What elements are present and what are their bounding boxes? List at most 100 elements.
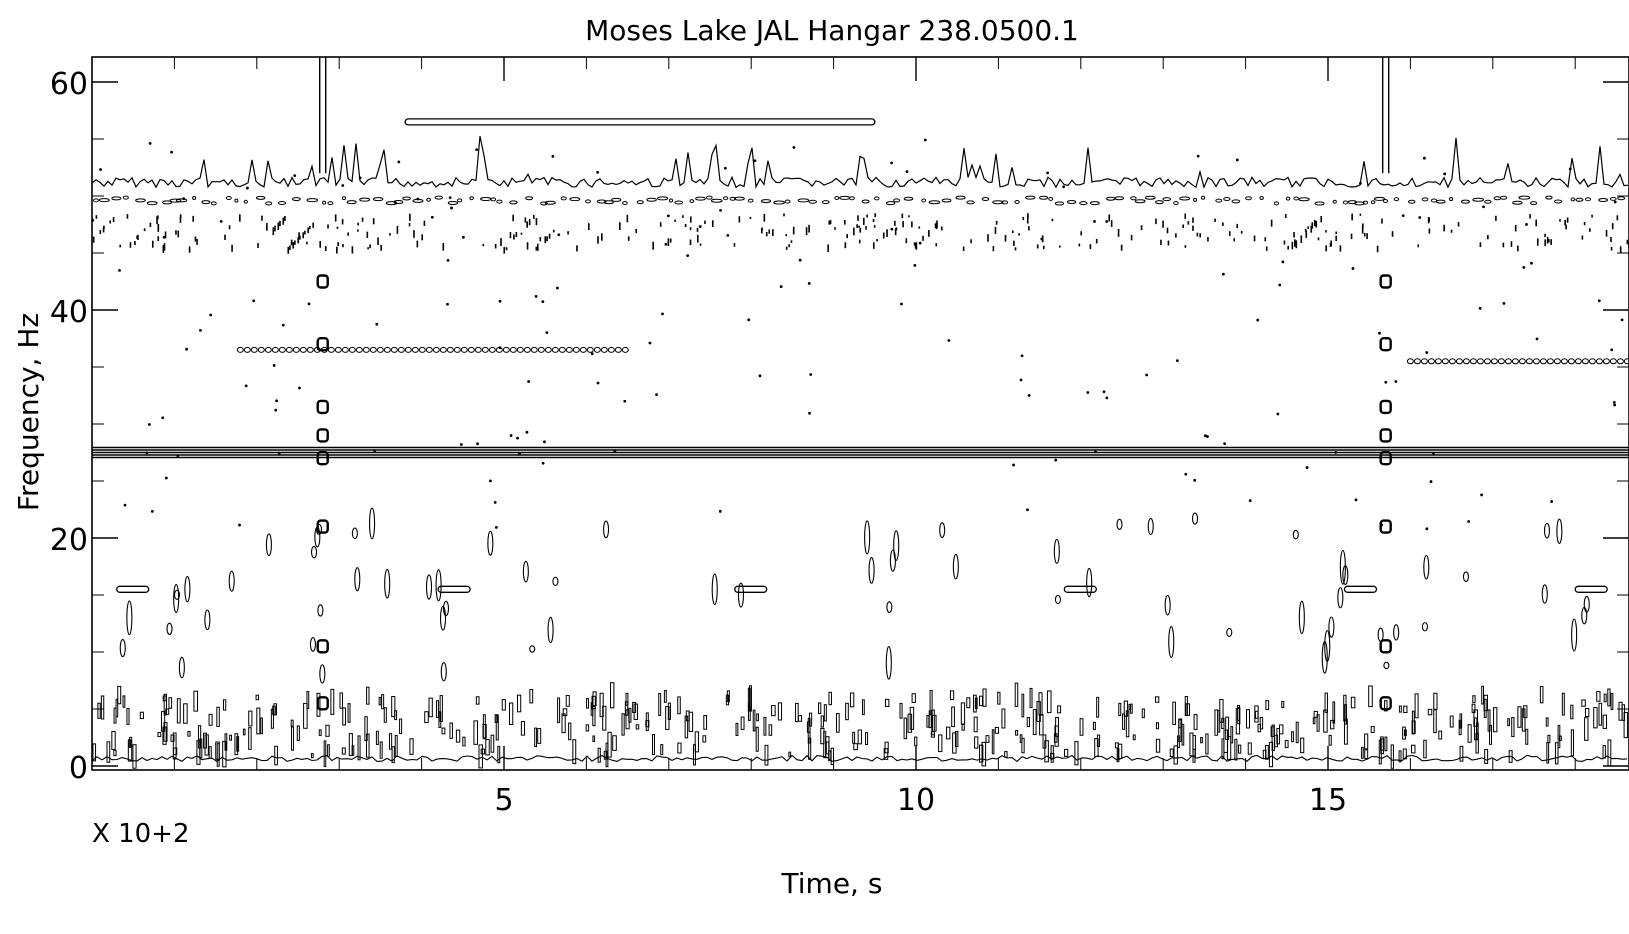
speckle-mark: [408, 223, 411, 227]
low-band-contour: [1295, 721, 1299, 744]
broadband-speckle: [1472, 197, 1484, 202]
speckle-mark: [994, 226, 997, 234]
speckle-mark: [1004, 235, 1007, 242]
speckle-mark: [1270, 219, 1273, 227]
low-band-contour: [1350, 696, 1356, 709]
low-band-contour: [911, 693, 916, 703]
broadband-speckle: [496, 199, 503, 204]
low-band-contour: [1323, 709, 1328, 733]
speckle-mark: [1605, 229, 1608, 237]
speckle-mark: [905, 238, 908, 244]
low-band-contour: [861, 699, 865, 716]
speckle-mark: [1080, 231, 1083, 236]
low-band-contour: [106, 741, 111, 763]
speckle-mark: [765, 231, 768, 237]
speckle-mark: [772, 229, 774, 236]
low-band-contour: [1155, 738, 1161, 753]
low-band-contour: [381, 694, 385, 710]
low-band-contour: [163, 722, 168, 742]
mid-tone-loop: [1525, 358, 1533, 365]
low-band-contour: [677, 742, 682, 754]
broadband-speckle: [839, 195, 851, 200]
scatter-contour: [1342, 565, 1349, 585]
low-band-contour: [1403, 729, 1407, 737]
speckle-dot: [1550, 500, 1554, 503]
low-band-contour: [703, 715, 708, 730]
speckle-mark: [1265, 246, 1268, 251]
speckle-mark: [421, 234, 423, 241]
speckle-mark: [1253, 235, 1256, 242]
speckle-mark: [1095, 238, 1098, 244]
speckle-mark: [1581, 235, 1584, 240]
speckle-dot: [1019, 378, 1023, 382]
speckle-mark: [733, 243, 736, 247]
low-band-contour: [914, 736, 918, 747]
low-band-contour: [1581, 699, 1586, 707]
speckle-mark: [1293, 231, 1295, 238]
speckle-dot: [1145, 373, 1149, 377]
mid-tone-loop: [1469, 358, 1477, 365]
broadband-speckle: [265, 201, 273, 206]
low-band-contour: [1181, 723, 1185, 746]
scatter-contour: [309, 637, 316, 652]
impulse-tone-blob: [1379, 696, 1392, 711]
mid-tone-loop: [1511, 358, 1519, 365]
speckle-mark: [1591, 214, 1593, 218]
broadband-speckle: [1054, 201, 1065, 206]
speckle-dot: [459, 443, 463, 446]
speckle-mark: [515, 231, 518, 237]
broadband-speckle: [710, 198, 723, 203]
mid-tone-loop: [565, 346, 573, 353]
low-band-contour: [1268, 741, 1274, 768]
scatter-contour: [317, 604, 324, 617]
low-band-contour: [1276, 727, 1280, 745]
low-band-contour: [1414, 693, 1419, 719]
broadband-speckle: [93, 198, 99, 203]
low-band-contour: [1044, 740, 1049, 763]
speckle-mark: [119, 244, 122, 248]
speckle-mark: [1059, 245, 1061, 248]
low-band-contour: [1173, 745, 1178, 765]
speckle-dot: [148, 141, 152, 145]
low-band-contour: [1545, 717, 1549, 727]
low-band-contour: [1118, 702, 1122, 717]
low-band-contour: [342, 707, 347, 726]
broadband-speckle: [1293, 196, 1299, 201]
broadband-speckle: [1370, 200, 1376, 205]
speckle-dot: [493, 501, 497, 504]
speckle-mark: [697, 234, 699, 243]
low-band-contour: [208, 713, 213, 726]
speckle-mark: [1443, 224, 1445, 232]
broadband-speckle: [192, 196, 197, 201]
x-tick-label: 15: [1309, 783, 1347, 818]
broadband-speckle: [544, 200, 556, 205]
speckle-dot: [1401, 214, 1405, 218]
low-band-contour: [592, 705, 596, 727]
low-band-contour: [248, 710, 253, 727]
speckle-mark: [1184, 213, 1187, 219]
broadband-speckle: [646, 197, 657, 202]
baseline-contour: [91, 754, 1628, 763]
broadband-speckle: [456, 198, 463, 203]
broadband-speckle: [98, 198, 110, 203]
speckle-mark: [1366, 233, 1368, 240]
low-band-contour: [1141, 708, 1145, 719]
speckle-dot: [1235, 158, 1239, 162]
low-band-contour: [982, 688, 987, 707]
low-band-contour: [1092, 721, 1096, 730]
low-band-contour: [1265, 700, 1270, 711]
spectrogram-contours: [91, 57, 1629, 769]
speckle-mark: [876, 239, 878, 242]
broadband-speckle: [1259, 196, 1264, 201]
low-band-contour: [473, 720, 478, 745]
low-band-contour: [234, 733, 239, 756]
speckle-mark: [1028, 226, 1030, 231]
speckle-mark: [1339, 245, 1342, 252]
speckle-dot: [747, 318, 751, 322]
speckle-mark: [894, 220, 896, 226]
speckle-dot: [661, 312, 664, 316]
scatter-contour: [228, 570, 235, 592]
mid-tone-loop: [1560, 358, 1568, 365]
low-band-contour: [1411, 744, 1416, 754]
speckle-mark: [336, 246, 338, 254]
